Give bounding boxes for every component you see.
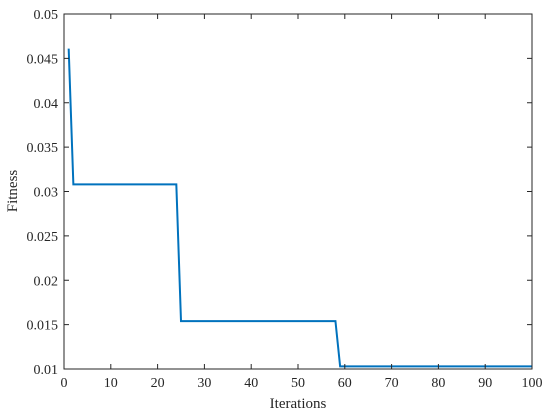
x-tick-label: 30 xyxy=(197,376,211,391)
y-axis-label: Fitness xyxy=(5,170,21,213)
x-tick-label: 80 xyxy=(431,376,445,391)
x-tick-label: 20 xyxy=(151,376,165,391)
y-tick-label: 0.03 xyxy=(34,186,59,201)
y-tick-label: 0.04 xyxy=(34,97,59,112)
series-line-0 xyxy=(67,48,532,368)
x-tick-label: 60 xyxy=(338,376,352,391)
series-layer xyxy=(67,48,532,368)
ticks-layer: 0 10 20 30 40 50 60 70 80 90 100 0.01 0.015 0.02 0.025… xyxy=(27,8,543,391)
plot-area xyxy=(64,14,532,369)
y-tick-label: 0.025 xyxy=(27,230,59,245)
y-tick-label: 0.01 xyxy=(34,363,59,378)
y-tick-label: 0.015 xyxy=(27,319,59,334)
y-tick-label: 0.02 xyxy=(34,274,59,289)
x-tick-label: 10 xyxy=(104,376,118,391)
y-tick-label: 0.05 xyxy=(34,8,59,23)
x-tick-label: 40 xyxy=(244,376,258,391)
y-tick-label: 0.035 xyxy=(27,141,59,156)
x-tick-label: 50 xyxy=(291,376,305,391)
x-axis-label: Iterations xyxy=(270,396,327,412)
x-tick-label: 70 xyxy=(385,376,399,391)
x-tick-label: 0 xyxy=(61,376,68,391)
y-tick-label: 0.045 xyxy=(27,52,59,67)
x-tick-label: 100 xyxy=(522,376,543,391)
x-tick-label: 90 xyxy=(478,376,492,391)
